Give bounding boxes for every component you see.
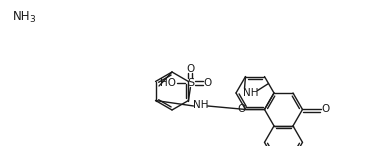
Text: NH: NH <box>13 11 31 24</box>
Text: 3: 3 <box>29 15 35 25</box>
Text: NH: NH <box>193 100 208 110</box>
Text: S: S <box>187 78 194 87</box>
Text: O: O <box>237 104 246 114</box>
Text: O: O <box>321 104 330 114</box>
Text: HO: HO <box>160 78 176 87</box>
Text: O: O <box>203 78 212 87</box>
Text: NH: NH <box>243 88 258 98</box>
Text: O: O <box>186 64 195 73</box>
